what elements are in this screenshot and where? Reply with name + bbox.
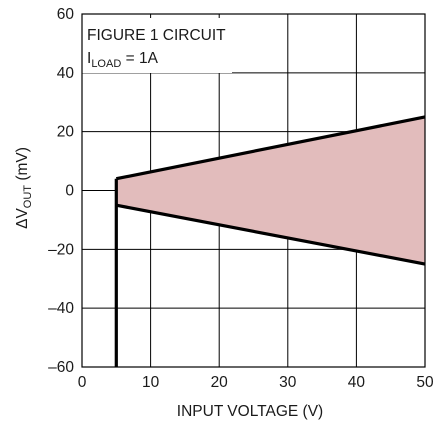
- y-tick-label: –20: [48, 241, 74, 258]
- y-axis-label: ΔVOUT (mV): [14, 147, 34, 229]
- x-tick-label: 30: [279, 374, 297, 391]
- lower-limit-line: [116, 203, 426, 266]
- x-tick-label: 20: [211, 374, 229, 391]
- tick-labels: 0 10 20 30 40 50 60 40 20 0 –20 –40 –60: [48, 6, 434, 391]
- y-tick-label: –60: [48, 359, 74, 376]
- error-band-fill: [116, 116, 426, 265]
- annotation-line-2-prefix: I: [87, 50, 91, 67]
- y-axis-label-suffix: (mV): [14, 147, 31, 185]
- x-tick-label: 50: [416, 374, 434, 391]
- plot-frame: [81, 13, 426, 368]
- y-tick-label: 40: [57, 65, 75, 82]
- y-tick-label: 0: [65, 183, 74, 200]
- y-axis-label-prefix: ΔV: [14, 208, 31, 229]
- y-tick-label: 60: [57, 6, 75, 23]
- y-axis-label-sub: OUT: [22, 185, 34, 209]
- annotation-line-2-sub: LOAD: [91, 58, 121, 70]
- x-tick-label: 0: [78, 374, 87, 391]
- axes-frame: [81, 13, 426, 368]
- band-layer: [114, 115, 426, 367]
- annotation-line-2: ILOAD = 1A: [87, 50, 159, 70]
- annotation-line-2-suffix: = 1A: [121, 50, 158, 67]
- x-tick-label: 40: [348, 374, 366, 391]
- upper-limit-line: [115, 115, 426, 181]
- y-tick-label: –40: [48, 300, 74, 317]
- x-tick-label: 10: [142, 374, 160, 391]
- y-tick-label: 20: [57, 124, 75, 141]
- x-axis-label: INPUT VOLTAGE (V): [177, 403, 323, 420]
- annotation-box: FIGURE 1 CIRCUIT ILOAD = 1A: [80, 18, 232, 73]
- annotation-background: [80, 18, 232, 73]
- annotation-line-1: FIGURE 1 CIRCUIT: [87, 27, 226, 44]
